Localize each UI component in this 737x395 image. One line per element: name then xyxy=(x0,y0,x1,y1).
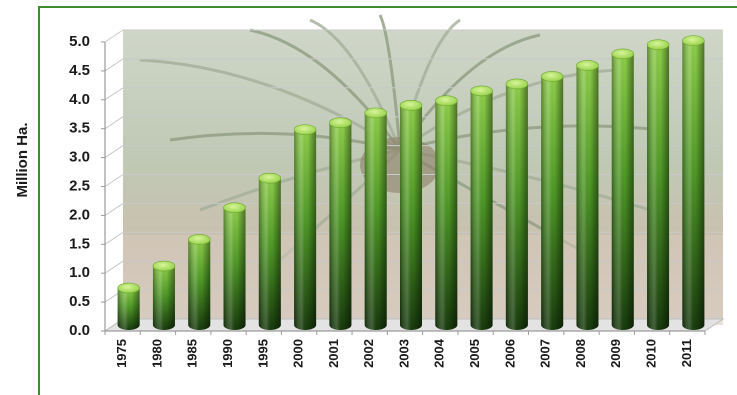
x-tick-label: 1995 xyxy=(255,339,270,368)
y-tick-label: 1.0 xyxy=(69,264,90,281)
bar xyxy=(258,172,282,330)
bar-top-cap xyxy=(364,107,388,119)
x-tick-label: 2010 xyxy=(643,339,658,368)
bar xyxy=(611,48,635,330)
frame-top-border xyxy=(40,6,737,8)
bar-top-cap xyxy=(505,78,529,90)
gridline-depth xyxy=(104,87,124,101)
bar-shading xyxy=(364,112,387,331)
bar-shading xyxy=(294,129,317,330)
bar-shading xyxy=(400,105,422,330)
x-tick-label: 2002 xyxy=(361,339,376,368)
bar-shading xyxy=(329,122,352,330)
y-tick-label: 4.5 xyxy=(69,62,90,79)
y-tick-label: 3.0 xyxy=(69,149,90,166)
bar-shading xyxy=(435,100,458,331)
bar-top-cap xyxy=(470,85,493,97)
bar-shading xyxy=(576,65,599,330)
bar xyxy=(434,95,458,331)
bar xyxy=(646,39,670,331)
bar xyxy=(540,71,564,331)
bar xyxy=(223,202,246,330)
palm-frond xyxy=(309,18,402,151)
gridline-depth xyxy=(104,231,124,245)
bar xyxy=(470,85,493,330)
bar-shading xyxy=(117,288,140,330)
x-tick-label: 2004 xyxy=(432,338,447,368)
y-tick-label: 3.5 xyxy=(69,120,90,137)
bar xyxy=(152,260,176,330)
bar-top-cap xyxy=(682,35,705,46)
bar-shading xyxy=(541,76,564,331)
bar-shading xyxy=(647,44,670,331)
bar-shading xyxy=(470,90,493,330)
y-tick-label: 2.0 xyxy=(69,206,90,223)
gridline-depth xyxy=(104,260,124,274)
bar-top-cap xyxy=(223,202,246,213)
x-axis-ticks: 1975 1980 1985 1990 1995 2000 2001 2002 2003 2004… xyxy=(104,331,706,368)
bar-top-cap xyxy=(611,48,635,60)
x-tick-label: 2001 xyxy=(326,339,341,368)
x-tick-label: 1990 xyxy=(220,339,235,368)
y-tick-label: 1.5 xyxy=(69,235,90,252)
bar xyxy=(187,234,211,330)
bar-top-cap xyxy=(293,124,317,135)
y-axis-label: Million Ha. xyxy=(14,123,31,198)
bar-top-cap xyxy=(646,39,670,50)
bar-shading xyxy=(152,266,175,330)
frame-left-border xyxy=(38,6,40,395)
gridline-depth xyxy=(104,58,124,72)
bar-shading xyxy=(223,207,246,330)
bar-shading xyxy=(505,83,528,330)
x-tick-label: 1980 xyxy=(149,339,164,368)
y-tick-label: 0.0 xyxy=(69,322,90,339)
bar xyxy=(364,107,388,331)
bar xyxy=(682,35,705,331)
x-tick-label: 2000 xyxy=(291,339,306,368)
bar-top-cap xyxy=(117,282,140,294)
x-tick-label: 2007 xyxy=(538,339,553,368)
bar-shading xyxy=(188,239,211,330)
bar-top-cap xyxy=(576,60,599,71)
bar xyxy=(505,78,529,330)
y-axis-ticks: 0.0 0.5 1.0 1.5 2.0 2.5 3.0 3.5 4.0 4.5 5.0 xyxy=(69,33,105,339)
y-tick-label: 2.5 xyxy=(69,177,90,194)
gridline-depth xyxy=(104,116,124,130)
bar xyxy=(329,117,352,330)
bar-top-cap xyxy=(152,260,176,272)
bar-shading xyxy=(258,178,281,330)
bar-shading xyxy=(682,40,705,331)
x-tick-label: 2011 xyxy=(679,339,694,367)
x-tick-label: 2005 xyxy=(467,339,482,368)
gridline-depth xyxy=(104,145,124,159)
bar-top-cap xyxy=(329,117,352,128)
x-tick-label: 2006 xyxy=(502,339,517,368)
y-tick-label: 5.0 xyxy=(69,33,90,50)
gridline-depth xyxy=(104,202,124,216)
x-tick-label: 2009 xyxy=(608,339,623,368)
bar-top-cap xyxy=(399,100,423,111)
gridline-depth xyxy=(104,174,124,187)
bars xyxy=(117,35,705,331)
x-tick-label: 2008 xyxy=(573,339,588,368)
bar xyxy=(293,124,317,330)
bar-top-cap xyxy=(540,71,564,82)
bar xyxy=(117,282,140,330)
x-tick-label: 1975 xyxy=(114,339,129,368)
bar xyxy=(576,60,599,330)
bar-top-cap xyxy=(258,172,282,184)
bar-shading xyxy=(611,53,634,330)
y-tick-label: 4.0 xyxy=(69,91,90,108)
bar-top-cap xyxy=(187,234,211,245)
x-tick-label: 2003 xyxy=(396,339,411,368)
x-tick-label: 1985 xyxy=(185,339,200,368)
bar xyxy=(399,100,423,330)
y-tick-label: 0.5 xyxy=(69,293,90,310)
gridline-depth xyxy=(104,29,124,43)
bar-top-cap xyxy=(434,95,458,107)
